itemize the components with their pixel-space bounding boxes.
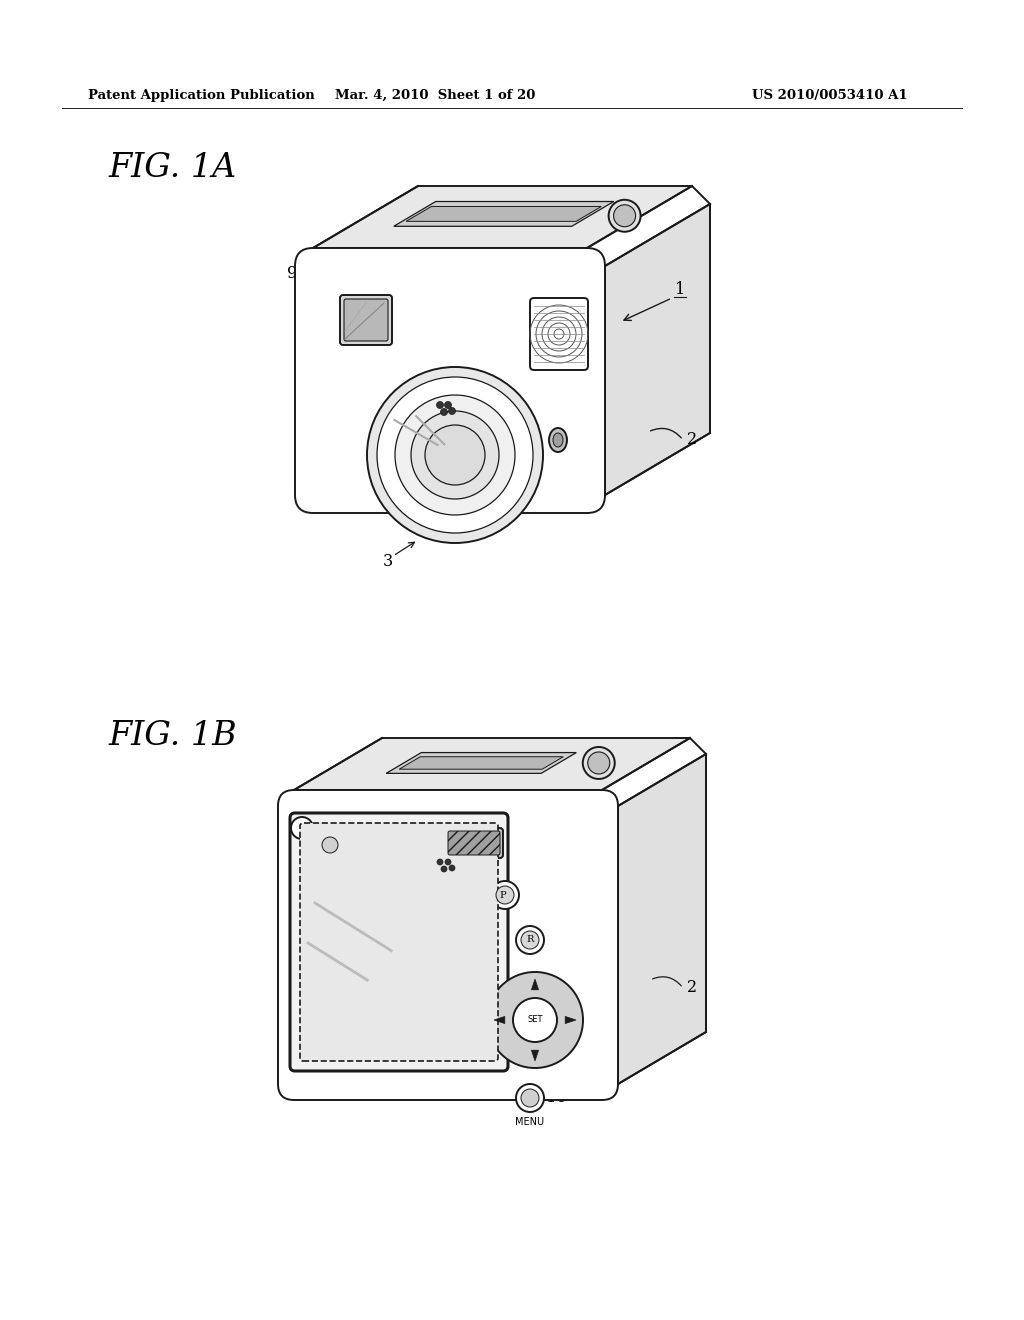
Text: 16: 16 [546, 1089, 566, 1106]
Polygon shape [294, 738, 690, 789]
Text: SET: SET [527, 1015, 543, 1024]
Circle shape [613, 205, 636, 227]
Polygon shape [394, 202, 613, 226]
Text: 7: 7 [420, 416, 430, 433]
Text: 18: 18 [545, 1034, 565, 1051]
FancyBboxPatch shape [290, 813, 508, 1071]
FancyBboxPatch shape [295, 248, 605, 513]
FancyBboxPatch shape [445, 828, 503, 858]
Polygon shape [565, 1016, 575, 1023]
Polygon shape [313, 186, 692, 248]
Text: Mar. 4, 2010  Sheet 1 of 20: Mar. 4, 2010 Sheet 1 of 20 [335, 88, 536, 102]
Circle shape [444, 401, 452, 408]
FancyBboxPatch shape [300, 822, 498, 1061]
FancyBboxPatch shape [449, 832, 500, 855]
Text: 2: 2 [687, 979, 697, 997]
Polygon shape [407, 206, 601, 222]
Circle shape [322, 837, 338, 853]
Circle shape [441, 866, 447, 873]
Polygon shape [605, 205, 710, 495]
Circle shape [449, 865, 455, 871]
Circle shape [291, 817, 313, 840]
FancyBboxPatch shape [340, 294, 392, 345]
Text: 13: 13 [397, 825, 418, 842]
Text: 3: 3 [383, 553, 393, 570]
Circle shape [437, 859, 443, 865]
Circle shape [367, 367, 543, 543]
Circle shape [496, 886, 514, 904]
Polygon shape [494, 1016, 505, 1023]
FancyBboxPatch shape [278, 789, 618, 1100]
Circle shape [317, 832, 343, 858]
Text: 4: 4 [567, 454, 578, 470]
Ellipse shape [553, 433, 563, 447]
Polygon shape [399, 756, 563, 770]
Circle shape [440, 408, 447, 416]
Text: 17: 17 [487, 1010, 508, 1027]
Text: 10: 10 [564, 933, 584, 950]
Text: P: P [500, 891, 506, 899]
Circle shape [436, 401, 443, 408]
Polygon shape [618, 754, 706, 1084]
Circle shape [588, 752, 609, 774]
Circle shape [513, 998, 557, 1041]
Text: 2: 2 [687, 432, 697, 449]
Text: 9: 9 [550, 804, 560, 821]
Text: 15: 15 [308, 813, 329, 830]
Circle shape [449, 408, 456, 414]
Text: 11: 11 [478, 890, 499, 907]
Circle shape [487, 972, 583, 1068]
Polygon shape [386, 752, 577, 774]
Polygon shape [531, 1051, 539, 1061]
Ellipse shape [549, 428, 567, 451]
Circle shape [608, 199, 641, 232]
Circle shape [521, 931, 539, 949]
FancyBboxPatch shape [344, 300, 388, 341]
Circle shape [425, 425, 485, 484]
Circle shape [395, 395, 515, 515]
Text: 5: 5 [425, 292, 435, 309]
Text: R: R [526, 936, 534, 945]
Text: 9: 9 [287, 264, 297, 281]
Text: FIG. 1A: FIG. 1A [108, 152, 237, 183]
Circle shape [490, 880, 519, 909]
Circle shape [516, 927, 544, 954]
Text: 19: 19 [296, 1073, 316, 1090]
Text: 8: 8 [314, 300, 326, 317]
Polygon shape [531, 979, 539, 990]
Text: 14: 14 [352, 832, 372, 849]
Text: 6: 6 [550, 284, 560, 301]
Text: MENU: MENU [515, 1117, 545, 1127]
Circle shape [411, 411, 499, 499]
Text: 12: 12 [440, 813, 460, 830]
Circle shape [516, 1084, 544, 1111]
Circle shape [583, 747, 614, 779]
Circle shape [377, 378, 534, 533]
Text: US 2010/0053410 A1: US 2010/0053410 A1 [752, 88, 907, 102]
Text: FIG. 1B: FIG. 1B [108, 719, 237, 752]
Circle shape [521, 1089, 539, 1107]
Circle shape [445, 859, 451, 865]
Text: 1: 1 [675, 281, 685, 298]
FancyBboxPatch shape [530, 298, 588, 370]
Text: 8: 8 [478, 801, 488, 818]
Text: Patent Application Publication: Patent Application Publication [88, 88, 314, 102]
